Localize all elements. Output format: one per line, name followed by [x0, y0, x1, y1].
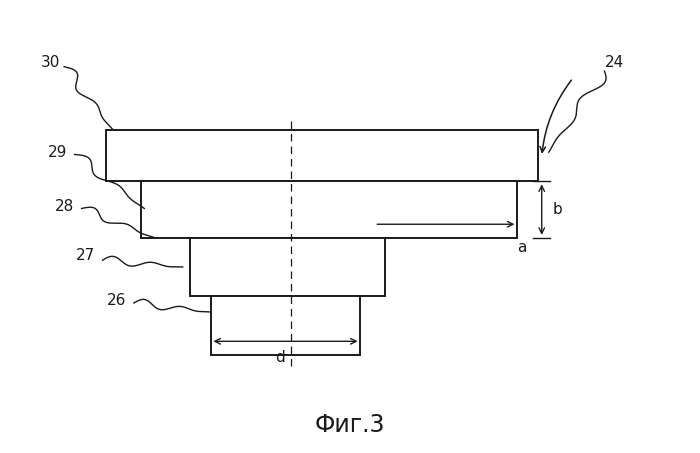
- Text: 28: 28: [55, 199, 74, 214]
- Text: 26: 26: [106, 293, 126, 308]
- Text: 29: 29: [48, 145, 67, 160]
- Text: b: b: [552, 202, 562, 217]
- Bar: [106, 130, 538, 182]
- Bar: [141, 182, 517, 238]
- Bar: [211, 296, 360, 355]
- Bar: [190, 238, 385, 296]
- Text: Фиг.3: Фиг.3: [315, 413, 385, 437]
- Text: d: d: [275, 350, 285, 365]
- Text: 24: 24: [606, 55, 624, 70]
- Text: 27: 27: [76, 248, 94, 263]
- Text: 30: 30: [41, 55, 60, 70]
- Text: a: a: [517, 240, 526, 255]
